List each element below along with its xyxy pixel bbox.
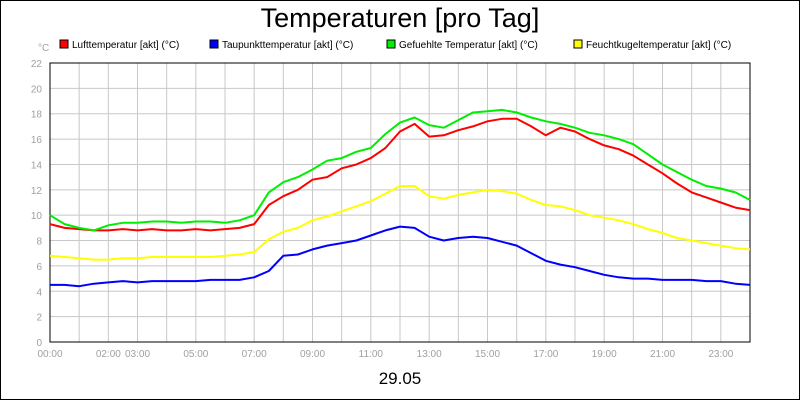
y-tick-label: 20: [31, 84, 43, 95]
x-tick-label: 03:00: [125, 349, 150, 360]
x-tick-label: 17:00: [533, 349, 558, 360]
x-tick-label: 21:00: [650, 349, 675, 360]
y-tick-label: 22: [31, 59, 43, 70]
x-tick-label: 19:00: [592, 349, 617, 360]
y-tick-label: 2: [36, 313, 42, 324]
y-unit-label: °C: [38, 43, 49, 54]
series-line-4: [49, 185, 751, 261]
y-tick-label: 12: [31, 186, 43, 197]
x-tick-label: 05:00: [183, 349, 208, 360]
y-tick-label: 18: [31, 110, 43, 121]
x-tick-label: 09:00: [300, 349, 325, 360]
legend-swatch-4: [573, 39, 583, 49]
legend-label-1: Lufttemperatur [akt] (°C): [72, 40, 179, 51]
plot-border: [49, 62, 751, 343]
legend-swatch-3: [386, 39, 396, 49]
date-label: 29.05: [379, 369, 422, 388]
legend-swatch-2: [209, 39, 219, 49]
x-tick-label: 02:00: [96, 349, 121, 360]
x-tick-label: 23:00: [708, 349, 733, 360]
y-tick-label: 4: [36, 287, 42, 298]
x-tick-label: 13:00: [417, 349, 442, 360]
y-tick-label: 6: [36, 262, 42, 273]
legend-swatch-1: [59, 39, 69, 49]
x-tick-label: 00:00: [37, 349, 62, 360]
chart-title: Temperaturen [pro Tag]: [261, 3, 540, 33]
y-tick-label: 8: [36, 237, 42, 248]
x-tick-label: 11:00: [359, 349, 384, 360]
legend-label-3: Gefuehlte Temperatur [akt] (°C): [399, 40, 538, 51]
series-line-1: [49, 117, 751, 232]
series-line-3: [49, 108, 751, 232]
y-tick-label: 16: [31, 135, 43, 146]
legend-label-4: Feuchtkugeltemperatur [akt] (°C): [586, 40, 731, 51]
plot-area: 0 2 4 6 8 10 12 14 16 18 20 22 00:00 02:00 03:00 05:00 0…: [31, 59, 751, 360]
series-line-2: [50, 225, 751, 288]
legend: Lufttemperatur [akt] (°C) Taupunkttempera…: [59, 39, 731, 51]
x-tick-label: 07:00: [242, 349, 267, 360]
legend-label-2: Taupunkttemperatur [akt] (°C): [222, 40, 353, 51]
y-tick-label: 0: [36, 338, 42, 349]
y-tick-label: 10: [31, 211, 43, 222]
y-tick-label: 14: [31, 160, 43, 171]
x-tick-label: 15:00: [475, 349, 500, 360]
